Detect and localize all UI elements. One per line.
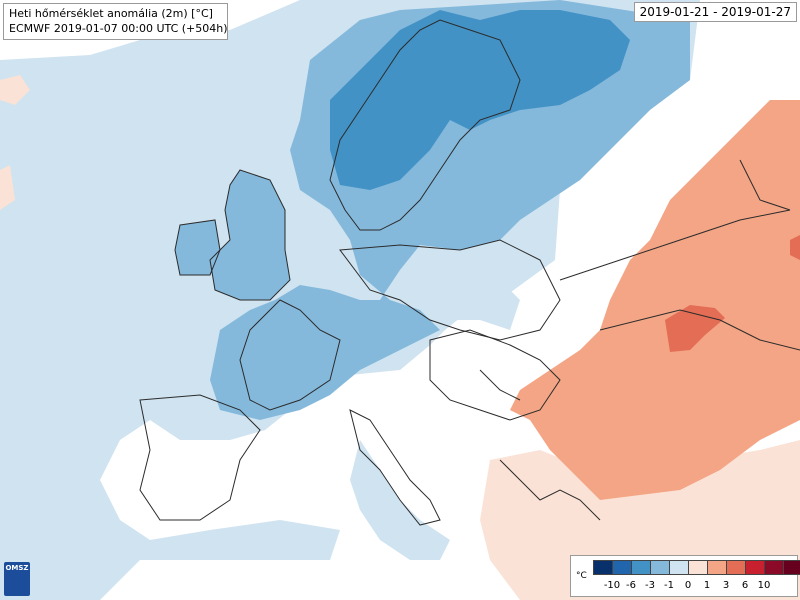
legend-swatch (688, 560, 708, 575)
legend-tick-label: 1 (703, 580, 711, 591)
legend-tick-label: 0 (684, 580, 692, 591)
anomaly-region-deep-red-east (790, 235, 800, 260)
anomaly-region-deep-blue (330, 10, 630, 190)
map-subtitle: ECMWF 2019-01-07 00:00 UTC (+504h) (9, 22, 228, 35)
logo-text: OMSZ (5, 564, 29, 572)
legend-tick-label: -3 (645, 580, 655, 591)
anomaly-region-deep-red (665, 305, 725, 352)
anomaly-region-mid-red (510, 100, 800, 500)
map-title-box: Heti hőmérséklet anomália (2m) [°C] ECMW… (3, 3, 228, 40)
legend-swatch (783, 560, 800, 575)
legend-swatch (650, 560, 670, 575)
legend-tick-label: -10 (603, 580, 621, 591)
legend-tick-label: 3 (722, 580, 730, 591)
legend-swatch (631, 560, 651, 575)
legend-unit: °C (576, 571, 587, 581)
date-range-label: 2019-01-21 - 2019-01-27 (633, 2, 797, 22)
anomaly-region-light-red-west2 (0, 165, 15, 210)
anomaly-region-light-red-west (0, 75, 30, 105)
coastlines (139, 19, 800, 526)
anomaly-region-mid-blue-uk (210, 170, 290, 300)
legend-tick-label: -1 (664, 580, 674, 591)
legend-swatch (612, 560, 632, 575)
legend-ticks: -10 -6 -3 -1 0 1 3 6 10 (593, 580, 800, 594)
legend-swatch (707, 560, 727, 575)
legend-swatches (593, 560, 800, 575)
map-title: Heti hőmérséklet anomália (2m) [°C] (9, 7, 213, 20)
legend-swatch (764, 560, 784, 575)
legend-swatch (669, 560, 689, 575)
color-legend: °C -10 -6 -3 -1 0 1 3 6 10 (570, 555, 800, 597)
legend-tick-label: 6 (741, 580, 749, 591)
legend-swatch (726, 560, 746, 575)
legend-swatch (593, 560, 613, 575)
anomaly-region-light-blue-east (440, 280, 520, 330)
legend-tick-label: -6 (626, 580, 636, 591)
legend-swatch (745, 560, 765, 575)
legend-tick-label: 10 (757, 580, 771, 591)
anomaly-region-mid-blue-ireland (175, 220, 220, 275)
omsz-logo-icon: OMSZ (4, 562, 30, 596)
